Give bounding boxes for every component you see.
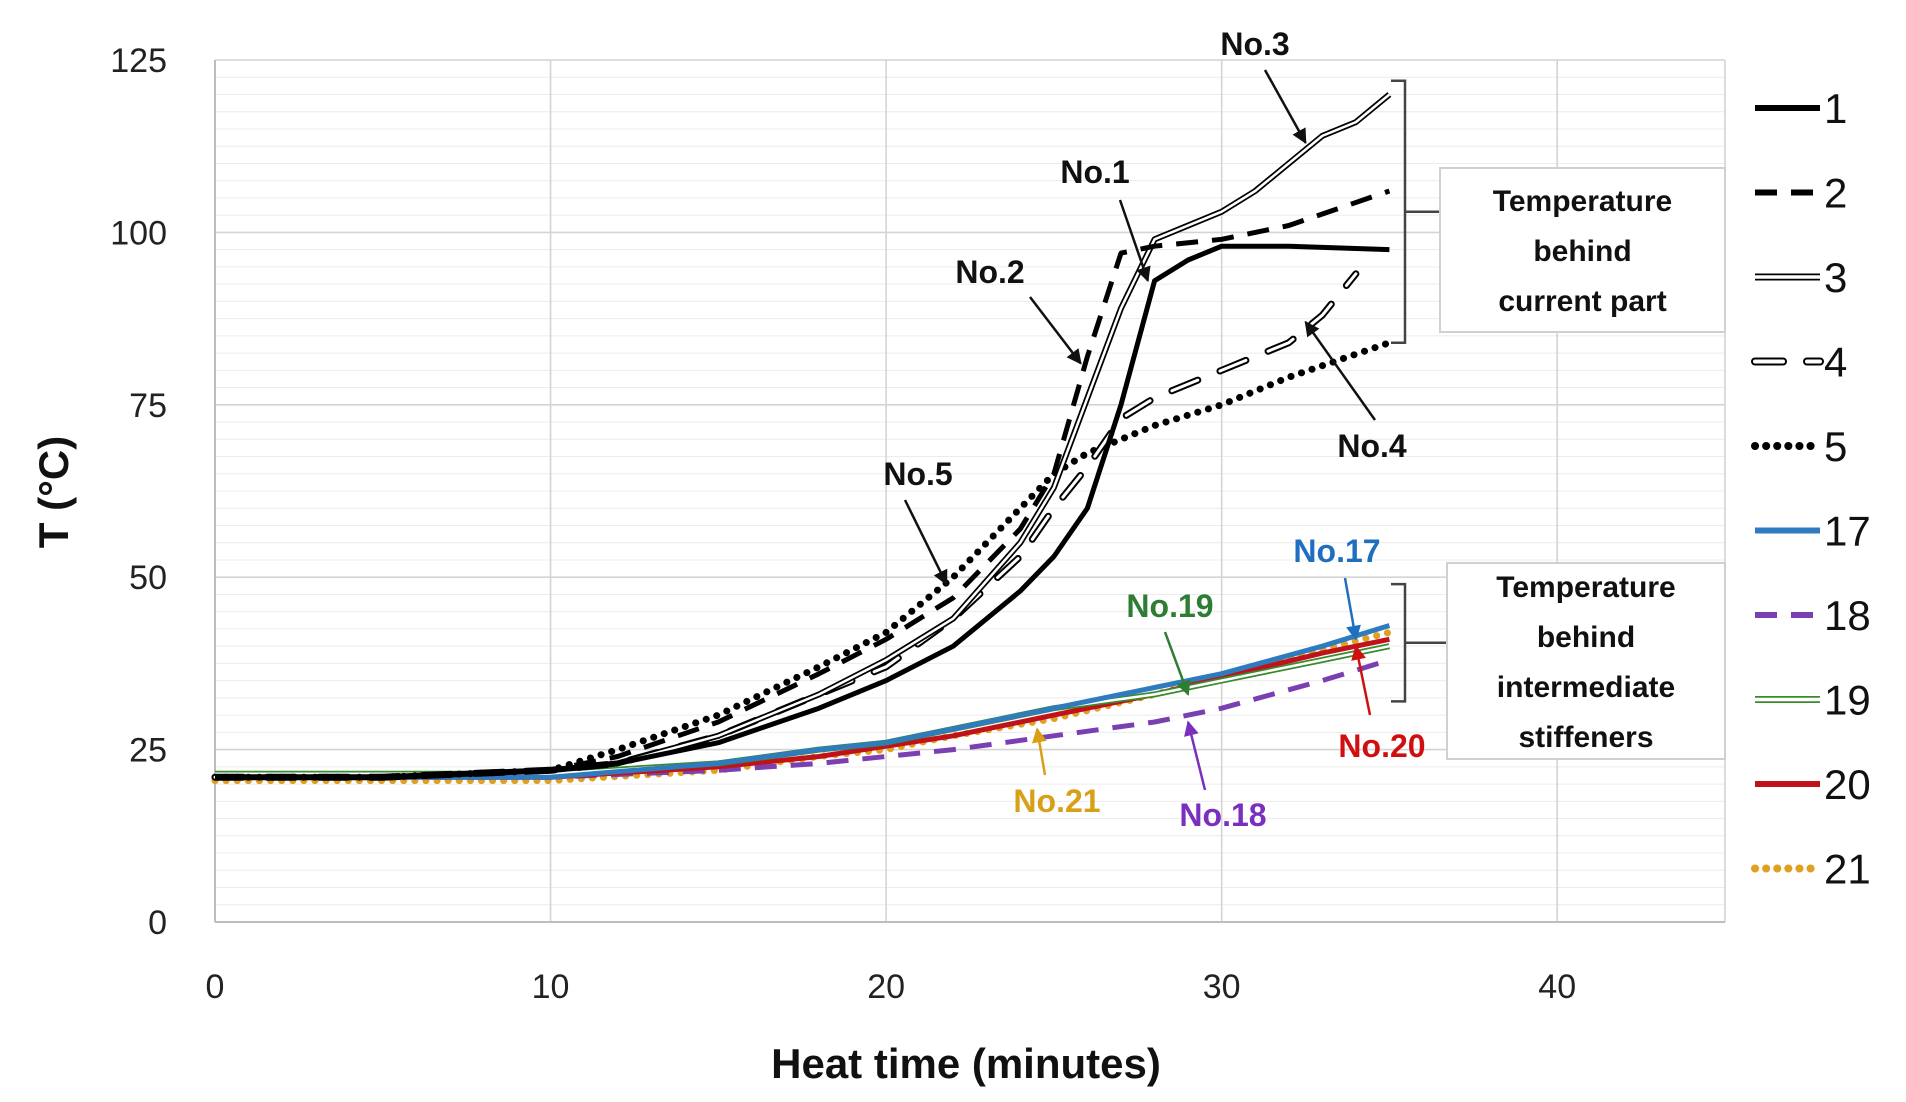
- legend-label: 18: [1824, 592, 1871, 639]
- y-tick-label: 50: [129, 559, 167, 597]
- legend-item: 4: [1751, 339, 1847, 386]
- y-axis-title: T (°C): [30, 436, 77, 548]
- legend-item: 3: [1755, 254, 1847, 301]
- annotation-arrow: [1029, 296, 1082, 365]
- y-tick-label: 125: [110, 42, 167, 80]
- legend-item: 2: [1755, 170, 1847, 217]
- x-tick-label: 20: [867, 968, 905, 1006]
- annotation-label: No.21: [1013, 783, 1100, 819]
- annotation-label: No.17: [1293, 533, 1380, 569]
- annotation-boxes: Temperature behind current part Temperature…: [1391, 79, 1726, 760]
- series-line-1: [215, 243, 1390, 780]
- legend-item: 17: [1755, 508, 1871, 555]
- legend-label: 4: [1824, 339, 1847, 386]
- legend-label: 17: [1824, 508, 1871, 555]
- legend-item: 18: [1755, 592, 1871, 639]
- annotation-label: No.5: [883, 456, 952, 492]
- annotation-arrow: [903, 499, 948, 586]
- annotation-box-line: Temperature: [1493, 185, 1673, 218]
- annotation-box: [1439, 167, 1726, 333]
- bracket: [1391, 582, 1407, 703]
- annotation-label: No.19: [1126, 588, 1213, 624]
- tick-labels: 0 25 50 75 100 125 0 10 20 30 40: [110, 42, 1576, 1006]
- legend-label: 19: [1824, 677, 1871, 724]
- annotation-arrow: [1304, 320, 1377, 421]
- x-tick-label: 10: [532, 968, 570, 1006]
- annotation-arrow: [1163, 631, 1191, 696]
- series-line-2: [215, 188, 1391, 780]
- annotation-label: No.20: [1338, 728, 1425, 764]
- annotation-box-line: behind: [1533, 235, 1631, 268]
- y-tick-label: 0: [148, 904, 167, 942]
- legend-label: 20: [1824, 761, 1871, 808]
- legend-label: 21: [1824, 846, 1871, 893]
- annotation-box-line: behind: [1537, 621, 1635, 654]
- y-tick-label: 75: [129, 387, 167, 425]
- annotation-box-line: stiffeners: [1518, 721, 1653, 754]
- annotation-arrow: [1118, 199, 1151, 283]
- annotation-label: No.1: [1060, 154, 1129, 190]
- series-line-20: [215, 636, 1390, 780]
- series-line-5: [211, 339, 1393, 781]
- legend-item: 20: [1755, 761, 1871, 808]
- annotation-box-line: current part: [1498, 285, 1666, 318]
- legend: 1 2 3 4 5 17 18 19 20 21: [1751, 85, 1871, 893]
- y-tick-label: 25: [129, 732, 167, 770]
- x-tick-label: 0: [206, 968, 225, 1006]
- legend-item: 1: [1755, 85, 1847, 132]
- x-tick-label: 40: [1538, 968, 1576, 1006]
- legend-label: 5: [1824, 423, 1847, 470]
- x-tick-label: 30: [1203, 968, 1241, 1006]
- legend-label: 3: [1824, 254, 1847, 301]
- annotation-arrow: [1031, 727, 1047, 776]
- series-line-17: [215, 623, 1391, 780]
- annotation-label: No.3: [1220, 26, 1289, 62]
- annotation-arrow: [1343, 577, 1361, 641]
- annotation-label: No.4: [1337, 428, 1407, 464]
- legend-item: 21: [1751, 846, 1871, 893]
- y-tick-label: 100: [110, 214, 167, 252]
- legend-item: 19: [1755, 677, 1871, 724]
- series-line-19: [215, 643, 1391, 777]
- bracket: [1391, 79, 1407, 344]
- series-group: [211, 92, 1393, 785]
- annotation-box-line: Temperature: [1496, 571, 1676, 604]
- annotation-label: No.18: [1179, 797, 1266, 833]
- x-axis-title: Heat time (minutes): [771, 1040, 1161, 1087]
- annotations-group: No.3 No.1 No.2 No.4 No.5 No.19 No.17 No.20 No.21…: [883, 26, 1425, 833]
- annotation-arrow: [1184, 720, 1207, 791]
- annotation-box-line: intermediate: [1497, 671, 1675, 704]
- annotation-box: [1446, 562, 1726, 760]
- legend-item: 5: [1751, 423, 1847, 470]
- annotation-label: No.2: [955, 254, 1024, 290]
- legend-label: 2: [1824, 170, 1847, 217]
- annotation-arrow: [1263, 69, 1307, 145]
- annotation-arrow: [1351, 644, 1372, 716]
- legend-label: 1: [1824, 85, 1847, 132]
